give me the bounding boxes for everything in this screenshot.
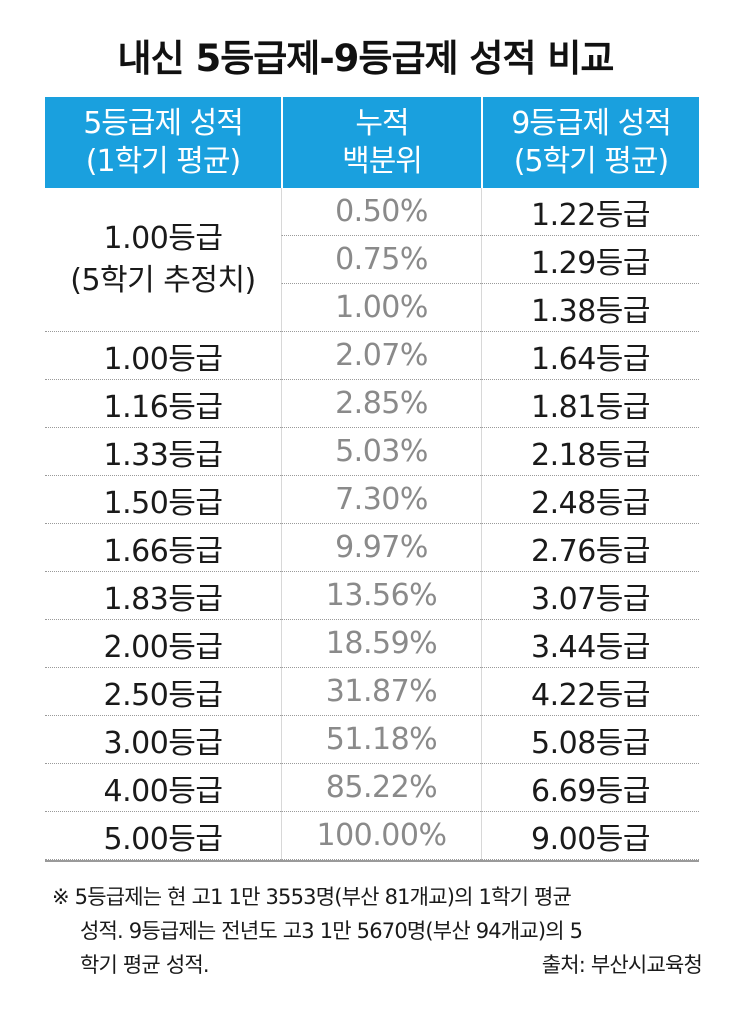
grade5-cell: 1.16등급: [45, 380, 281, 428]
percentile-cell: 31.87%: [281, 668, 481, 716]
table-header: 5등급제 성적 (1학기 평균) 누적 백분위 9등급제 성적 (5학기 평균): [45, 97, 699, 188]
grade5-cell: 1.66등급: [45, 524, 281, 572]
table-row: 1.00등급 2.07% 1.64등급: [45, 332, 699, 380]
grade9-cell: 4.22등급: [481, 668, 699, 716]
grade9-cell: 1.38등급: [481, 284, 699, 332]
page-title: 내신 5등급제-9등급제 성적 비교: [117, 37, 615, 80]
percentile-cell: 2.07%: [281, 332, 481, 380]
grade9-cell: 2.48등급: [481, 476, 699, 524]
grade5-cell: 1.50등급: [45, 476, 281, 524]
source-credit: 출처: 부산시교육청: [541, 953, 703, 977]
footnote: ※ 5등급제는 현 고1 1만 3553명(부산 81개교)의 1학기 평균 성…: [52, 880, 703, 982]
grade9-cell: 5.08등급: [481, 716, 699, 764]
grade9-cell: 9.00등급: [481, 812, 699, 860]
percentile-cell: 51.18%: [281, 716, 481, 764]
grade9-cell: 1.29등급: [481, 236, 699, 284]
grade5-cell: 2.00등급: [45, 620, 281, 668]
percentile-cell: 2.85%: [281, 380, 481, 428]
table-row: 0.50% 1.22등급: [281, 188, 699, 236]
table-row: 2.50등급 31.87% 4.22등급: [45, 668, 699, 716]
percentile-cell: 0.75%: [281, 236, 481, 284]
header-percentile: 누적 백분위: [281, 97, 481, 188]
percentile-cell: 18.59%: [281, 620, 481, 668]
header-grade5-line1: 5등급제 성적: [83, 105, 244, 141]
table-row: 2.00등급 18.59% 3.44등급: [45, 620, 699, 668]
grade5-cell: 1.00등급: [45, 332, 281, 380]
grade5-cell: 1.33등급: [45, 428, 281, 476]
merged-grade5-cell: 1.00등급 (5학기 추정치): [45, 188, 281, 332]
grade9-cell: 1.81등급: [481, 380, 699, 428]
grade5-cell: 1.83등급: [45, 572, 281, 620]
table-row: 3.00등급 51.18% 5.08등급: [45, 716, 699, 764]
grade9-cell: 6.69등급: [481, 764, 699, 812]
percentile-cell: 1.00%: [281, 284, 481, 332]
table-row: 5.00등급 100.00% 9.00등급: [45, 812, 699, 860]
header-percentile-line2: 백분위: [342, 143, 423, 179]
grade5-cell: 3.00등급: [45, 716, 281, 764]
table-row: 1.16등급 2.85% 1.81등급: [45, 380, 699, 428]
table-row: 4.00등급 85.22% 6.69등급: [45, 764, 699, 812]
merged-grade5-value: 1.00등급: [103, 220, 224, 256]
header-grade5-line2: (1학기 평균): [85, 143, 241, 179]
grade9-cell: 3.44등급: [481, 620, 699, 668]
percentile-cell: 7.30%: [281, 476, 481, 524]
grade9-cell: 1.64등급: [481, 332, 699, 380]
table-row: 1.00% 1.38등급: [281, 284, 699, 332]
table-bottom-rule: [45, 860, 699, 862]
merged-grade5-note: (5학기 추정치): [70, 262, 256, 298]
table-row: 0.75% 1.29등급: [281, 236, 699, 284]
merged-row-group: 1.00등급 (5학기 추정치) 0.50% 1.22등급 0.75% 1.29…: [45, 188, 699, 332]
grade9-cell: 2.76등급: [481, 524, 699, 572]
header-grade9-line2: (5학기 평균): [513, 143, 669, 179]
table-body: 1.00등급 (5학기 추정치) 0.50% 1.22등급 0.75% 1.29…: [45, 188, 699, 860]
grade9-cell: 3.07등급: [481, 572, 699, 620]
header-grade9: 9등급제 성적 (5학기 평균): [481, 97, 699, 188]
percentile-cell: 100.00%: [281, 812, 481, 860]
grade5-cell: 2.50등급: [45, 668, 281, 716]
percentile-cell: 13.56%: [281, 572, 481, 620]
table-row: 1.33등급 5.03% 2.18등급: [45, 428, 699, 476]
grade9-cell: 1.22등급: [481, 188, 699, 236]
percentile-cell: 9.97%: [281, 524, 481, 572]
grade9-cell: 2.18등급: [481, 428, 699, 476]
grade5-cell: 4.00등급: [45, 764, 281, 812]
table-row: 1.66등급 9.97% 2.76등급: [45, 524, 699, 572]
percentile-cell: 0.50%: [281, 188, 481, 236]
table-row: 1.83등급 13.56% 3.07등급: [45, 572, 699, 620]
header-grade5: 5등급제 성적 (1학기 평균): [45, 97, 281, 188]
table-row: 1.50등급 7.30% 2.48등급: [45, 476, 699, 524]
grade-comparison-table: 5등급제 성적 (1학기 평균) 누적 백분위 9등급제 성적 (5학기 평균)…: [45, 97, 699, 862]
footnote-line-3: 학기 평균 성적.: [80, 953, 210, 977]
footnote-line-1: ※ 5등급제는 현 고1 1만 3553명(부산 81개교)의 1학기 평균: [52, 885, 572, 909]
header-grade9-line1: 9등급제 성적: [511, 105, 672, 141]
footnote-line-2: 성적. 9등급제는 전년도 고3 1만 5670명(부산 94개교)의 5: [80, 919, 583, 943]
percentile-cell: 85.22%: [281, 764, 481, 812]
header-percentile-line1: 누적: [355, 105, 409, 141]
grade5-cell: 5.00등급: [45, 812, 281, 860]
percentile-cell: 5.03%: [281, 428, 481, 476]
footnote-last-line: 학기 평균 성적. 출처: 부산시교육청: [52, 948, 703, 982]
merged-sub-rows: 0.50% 1.22등급 0.75% 1.29등급 1.00% 1.38등급: [281, 188, 699, 332]
